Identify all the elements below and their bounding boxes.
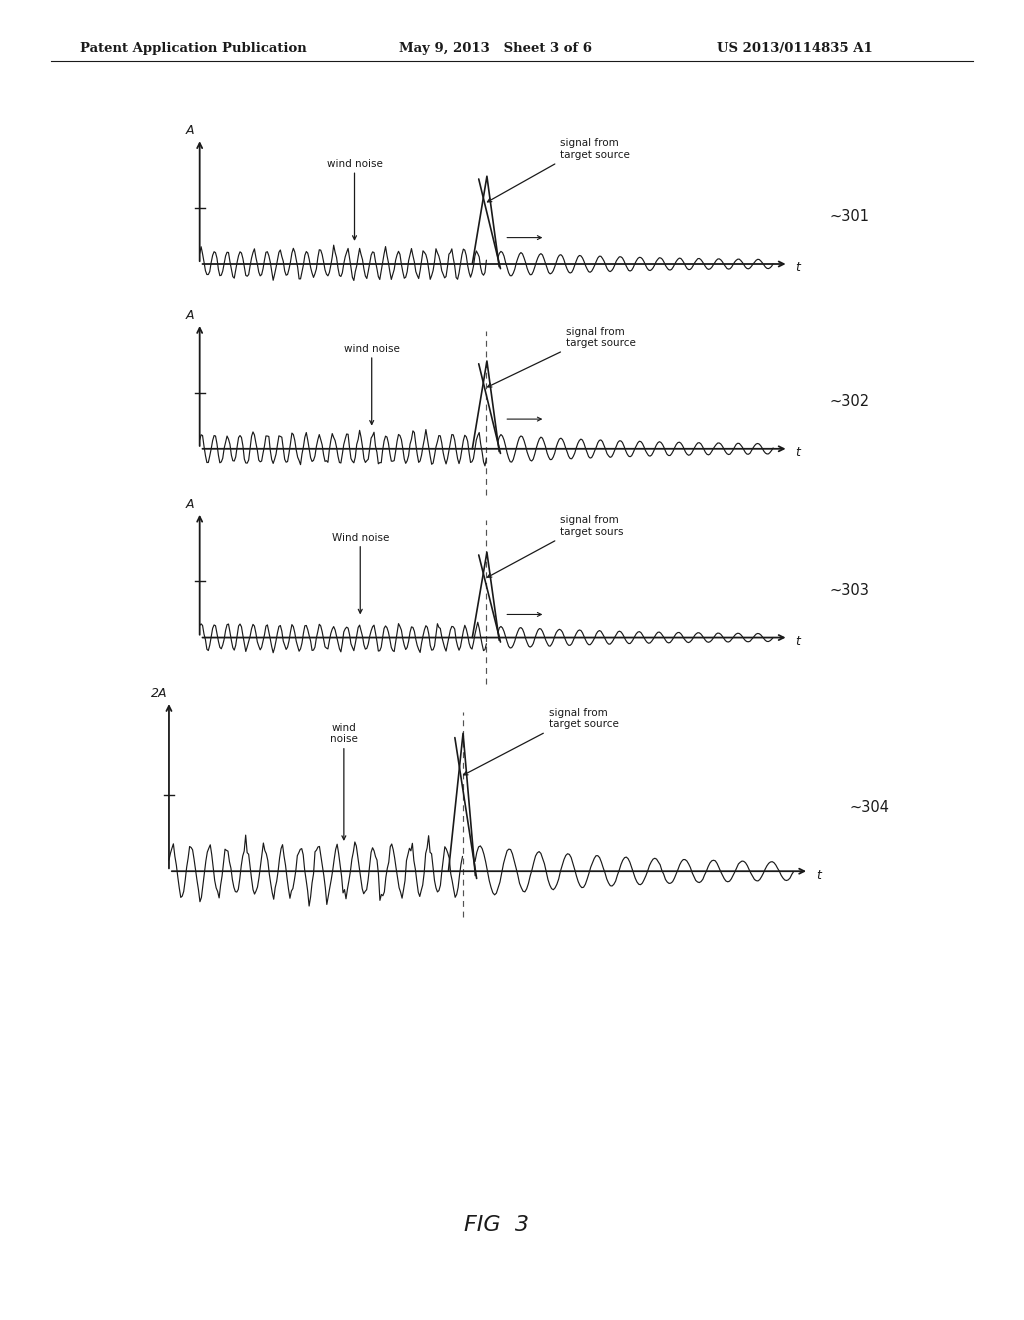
Text: ~302: ~302 — [829, 395, 869, 409]
Text: t: t — [796, 261, 801, 275]
Text: signal from
target sours: signal from target sours — [560, 515, 624, 537]
Text: t: t — [816, 869, 821, 882]
Text: May 9, 2013   Sheet 3 of 6: May 9, 2013 Sheet 3 of 6 — [399, 42, 592, 55]
Text: Wind noise: Wind noise — [332, 532, 389, 543]
Text: ~301: ~301 — [829, 210, 869, 224]
Text: FIG  3: FIG 3 — [464, 1214, 529, 1236]
Text: signal from
target source: signal from target source — [566, 326, 636, 348]
Text: ~304: ~304 — [850, 800, 890, 814]
Text: A: A — [185, 309, 194, 322]
Text: US 2013/0114835 A1: US 2013/0114835 A1 — [717, 42, 872, 55]
Text: wind noise: wind noise — [344, 343, 399, 354]
Text: ~303: ~303 — [829, 583, 869, 598]
Text: Patent Application Publication: Patent Application Publication — [80, 42, 306, 55]
Text: A: A — [185, 498, 194, 511]
Text: 2A: 2A — [151, 686, 167, 700]
Text: t: t — [796, 446, 801, 459]
Text: wind noise: wind noise — [327, 158, 382, 169]
Text: signal from
target source: signal from target source — [560, 139, 630, 160]
Text: A: A — [185, 124, 194, 137]
Text: wind
noise: wind noise — [330, 723, 357, 744]
Text: t: t — [796, 635, 801, 648]
Text: signal from
target source: signal from target source — [549, 708, 618, 729]
